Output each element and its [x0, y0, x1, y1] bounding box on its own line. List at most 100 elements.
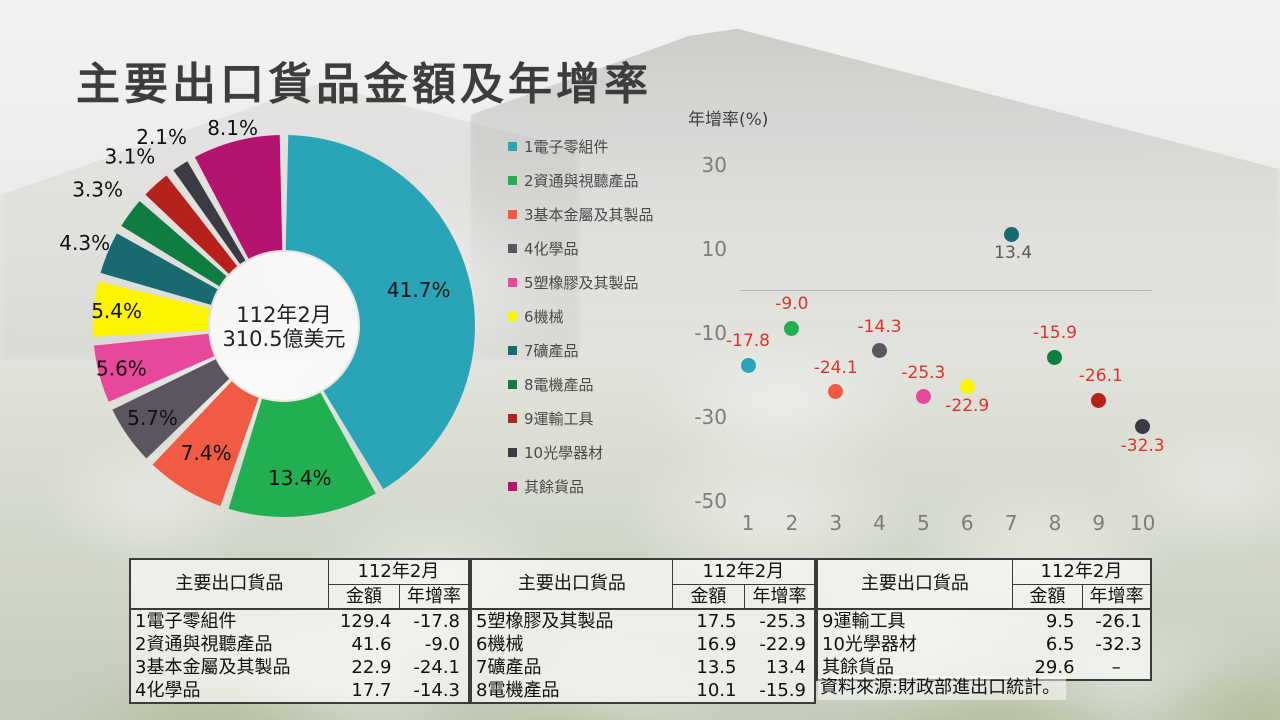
scatter-point-label: 13.4	[994, 243, 1033, 264]
donut-slice	[228, 392, 376, 518]
table-header-row: 金額 年增率	[130, 584, 470, 610]
chart-legend: 1電子零組件 2資通與視聽產品 3基本金屬及其製品 4化學品 5塑橡膠及其製品 6機械 7礦…	[508, 136, 688, 510]
legend-swatch	[508, 311, 517, 321]
table-cell: 2資通與視聽產品	[135, 634, 273, 655]
scatter-point	[959, 379, 975, 395]
legend-item-label: 6機械	[524, 307, 564, 326]
donut-slice-label: 13.4%	[268, 466, 332, 490]
x-tick-label: 10	[1129, 511, 1156, 535]
x-tick-label: 9	[1092, 511, 1106, 535]
table-header: 主要出口貨品 112年2月 金額 年增率	[816, 558, 1152, 610]
table-header-period: 112年2月	[671, 558, 816, 585]
table-row: 1電子零組件 129.4 -17.8	[130, 609, 469, 633]
legend-swatch	[508, 345, 517, 355]
table-cell: -24.1	[413, 657, 460, 678]
donut-slice-label: 8.1%	[207, 116, 258, 140]
table-cell: 129.4	[339, 611, 392, 632]
table-row: 3基本金屬及其製品 22.9 -24.1	[130, 656, 469, 679]
scatter-point	[1003, 226, 1019, 242]
legend-item-label: 2資通與視聽產品	[524, 171, 639, 190]
table-cell: -26.1	[1095, 611, 1142, 632]
x-tick-label: 2	[785, 511, 799, 535]
table-cell: 8電機產品	[476, 680, 560, 701]
donut-slice-label: 5.6%	[96, 357, 147, 381]
table-cell: 7礦產品	[476, 657, 542, 678]
donut-slice-label: 7.4%	[181, 441, 232, 465]
table-cell: 6機械	[476, 634, 524, 655]
legend-item: 2資通與視聽產品	[508, 170, 688, 190]
export-table: 主要出口貨品 112年2月 金額 年增率 9運輸工具 9.5 -26.1 10光學器材 6.5-…	[816, 558, 1152, 681]
table-header-amount: 金額	[327, 584, 401, 610]
donut-slice-label: 5.7%	[127, 406, 178, 430]
scatter-point	[828, 384, 844, 400]
table-cell: 17.7	[351, 680, 392, 701]
legend-item: 10光學器材	[508, 442, 688, 462]
table-header-amount: 金額	[671, 584, 745, 610]
table-header-row: 主要出口貨品 112年2月	[470, 558, 816, 610]
table-cell: 41.6	[351, 634, 392, 655]
table-cell: -9.0	[424, 634, 460, 655]
export-table-1-wrap: 主要出口貨品 112年2月 金額 年增率 1電子零組件 129.4 -17.8 2資通與視聽產…	[129, 558, 470, 704]
legend-item-label: 9運輸工具	[524, 409, 594, 428]
table-cell: 4化學品	[135, 680, 201, 701]
table-header-period: 112年2月	[327, 558, 470, 585]
table-row: 8電機產品 10.1 -15.9	[471, 679, 815, 703]
donut-slice	[100, 233, 218, 305]
legend-swatch	[508, 277, 517, 287]
scatter-point-label: -24.1	[813, 357, 858, 378]
donut-slice	[152, 381, 259, 507]
donut-slice	[94, 333, 215, 402]
y-tick-label: -30	[694, 404, 727, 429]
table-header-yoy: 年增率	[1082, 584, 1152, 610]
export-table: 主要出口貨品 112年2月 金額 年增率 5塑橡膠及其製品 17.5 -25.3 6機械 16.…	[470, 558, 816, 704]
scatter-point	[872, 343, 888, 359]
legend-item: 其餘貨品	[508, 476, 688, 496]
table-cell: –	[1111, 657, 1121, 678]
x-tick-label: 4	[873, 511, 886, 535]
table-header-name: 主要出口貨品	[129, 558, 329, 610]
table-cell: 10.1	[696, 680, 737, 701]
table-row: 10光學器材 6.5 -32.3	[817, 633, 1151, 656]
table-header: 主要出口貨品 112年2月 金額 年增率	[470, 558, 816, 610]
scatter-point-label: -14.3	[857, 316, 902, 337]
donut-slice-label: 41.7%	[387, 278, 451, 302]
legend-swatch	[508, 447, 517, 457]
table-header-row: 金額 年增率	[817, 584, 1152, 610]
donut-slice-label: 4.3%	[59, 231, 110, 255]
y-tick-label: -50	[694, 488, 727, 513]
scatter-point-label: -32.3	[1120, 436, 1165, 457]
legend-item: 1電子零組件	[508, 136, 688, 156]
table-header-name: 主要出口貨品	[470, 558, 673, 610]
scatter-point-label: -26.1	[1078, 366, 1123, 387]
legend-item: 5塑橡膠及其製品	[508, 272, 688, 292]
scatter-point-label: -25.3	[901, 362, 946, 383]
scatter-point	[1047, 349, 1063, 365]
donut-slice-label: 2.1%	[136, 125, 187, 149]
donut-slice	[92, 281, 211, 337]
table-cell: 5塑橡膠及其製品	[476, 611, 614, 632]
table-header-yoy: 年增率	[743, 584, 816, 610]
x-tick-label: 1	[741, 511, 755, 535]
table-cell: -17.8	[413, 611, 460, 632]
table-cell: -25.3	[759, 611, 806, 632]
source-note: 資料來源:財政部進出口統計。	[818, 676, 1067, 700]
donut-slice	[121, 201, 227, 287]
export-table-2-wrap: 主要出口貨品 112年2月 金額 年增率 5塑橡膠及其製品 17.5 -25.3 6機械 16.…	[470, 558, 816, 704]
donut-center-text: 310.5億美元	[222, 327, 345, 351]
scatter-point-label: -15.9	[1032, 323, 1077, 344]
table-row: 7礦產品 13.5 13.4	[471, 656, 815, 679]
legend-swatch	[508, 175, 517, 185]
table-cell: 17.5	[696, 611, 737, 632]
donut-chart: 41.7% 13.4% 7.4%5.7% 5.6% 5.4% 4.3% 3.3% 3.1%2.…	[59, 116, 475, 518]
scatter-point	[1135, 418, 1151, 434]
legend-swatch	[508, 481, 517, 491]
legend-item-label: 4化學品	[524, 239, 579, 258]
legend-item: 8電機產品	[508, 374, 688, 394]
x-tick-label: 6	[960, 511, 974, 535]
legend-item-label: 8電機產品	[524, 375, 594, 394]
table-header-name: 主要出口貨品	[816, 558, 1013, 610]
table-body: 9運輸工具 9.5 -26.1 10光學器材 6.5 -32.3 其餘貨品 29.6–	[817, 609, 1151, 680]
table-header-row: 主要出口貨品 112年2月	[129, 558, 470, 610]
table-body: 1電子零組件 129.4 -17.8 2資通與視聽產品 41.6 -9.0 3基本金屬及其製…	[130, 609, 469, 703]
scatter-point-label: -17.8	[726, 331, 770, 352]
